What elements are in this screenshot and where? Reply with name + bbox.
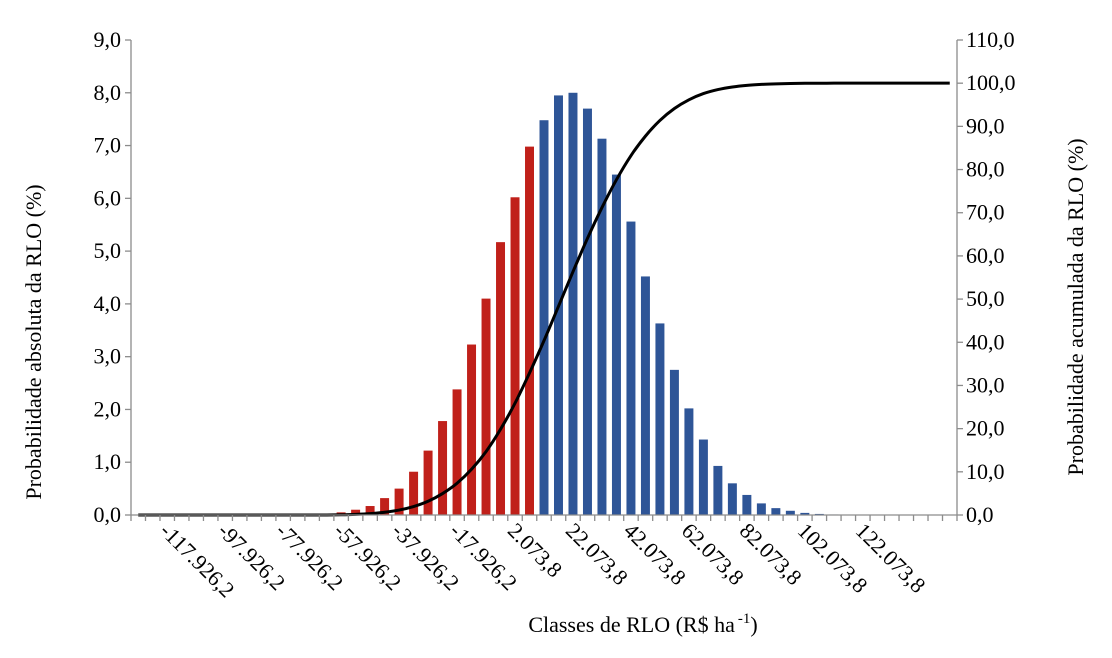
bar xyxy=(800,512,810,515)
bar xyxy=(785,510,795,515)
y-tick-label: 2,0 xyxy=(94,396,122,421)
bar xyxy=(467,344,477,515)
bar xyxy=(394,488,404,515)
y2-tick-label: 20,0 xyxy=(966,416,1005,441)
y-tick-label: 4,0 xyxy=(94,291,122,316)
bar xyxy=(655,323,665,515)
bar xyxy=(669,369,679,515)
bars-group xyxy=(336,92,839,516)
x-axis-title-main: Classes de RLO (R$ ha xyxy=(528,612,735,637)
bar xyxy=(525,146,534,516)
y2-tick-label: 30,0 xyxy=(966,372,1005,397)
y2-axis-title: Probabilidade acumulada da RLO (%) xyxy=(1063,138,1088,475)
bar xyxy=(771,508,781,515)
y-tick-label: 5,0 xyxy=(94,238,122,263)
x-tick-label: 62.073,8 xyxy=(677,518,749,590)
bar xyxy=(452,389,462,515)
x-axis-title-superscript: -1 xyxy=(738,611,751,627)
bar xyxy=(510,197,520,515)
y2-tick-label: 50,0 xyxy=(966,286,1005,311)
bar xyxy=(640,276,650,515)
bar xyxy=(727,483,737,515)
bar xyxy=(380,498,390,515)
bar xyxy=(496,242,506,515)
y-tick-label: 9,0 xyxy=(94,27,122,52)
bar xyxy=(713,465,723,515)
bar xyxy=(409,471,419,515)
bar xyxy=(568,92,578,515)
y-axis-title: Probabilidade absoluta da RLO (%) xyxy=(21,184,46,499)
y-tick-label: 0,0 xyxy=(94,502,122,527)
y-tick-label: 6,0 xyxy=(94,185,122,210)
bar xyxy=(582,108,592,516)
bar xyxy=(626,221,636,515)
x-axis-title: Classes de RLO (R$ ha -1) xyxy=(528,611,757,637)
bar xyxy=(756,503,766,515)
bar xyxy=(611,174,621,515)
y2-tick-label: 40,0 xyxy=(966,329,1005,354)
bar xyxy=(698,439,708,515)
x-axis-title-suffix: ) xyxy=(750,612,757,637)
y-tick-label: 1,0 xyxy=(94,449,122,474)
bar xyxy=(684,408,694,515)
y2-tick-label: 80,0 xyxy=(966,157,1005,182)
x-tick-label: 82.073,8 xyxy=(735,518,807,590)
bar xyxy=(742,494,752,515)
y2-tick-label: 70,0 xyxy=(966,200,1005,225)
bar xyxy=(423,450,433,515)
x-tick-label: 42.073,8 xyxy=(619,518,691,590)
y-tick-label: 8,0 xyxy=(94,80,122,105)
bar xyxy=(438,421,448,515)
y2-tick-label: 60,0 xyxy=(966,243,1005,268)
y2-tick-label: 0,0 xyxy=(966,502,994,527)
y2-tick-label: 90,0 xyxy=(966,113,1005,138)
bar xyxy=(597,138,607,515)
bar xyxy=(481,298,491,515)
bar xyxy=(365,506,375,515)
y-tick-label: 7,0 xyxy=(94,133,122,158)
y-tick-label: 3,0 xyxy=(94,344,122,369)
x-tick-label: 22.073,8 xyxy=(561,518,633,590)
bar xyxy=(539,120,549,515)
y2-tick-label: 100,0 xyxy=(966,70,1016,95)
y2-tick-label: 110,0 xyxy=(966,27,1015,52)
y2-tick-label: 10,0 xyxy=(966,459,1005,484)
bar xyxy=(351,509,361,515)
